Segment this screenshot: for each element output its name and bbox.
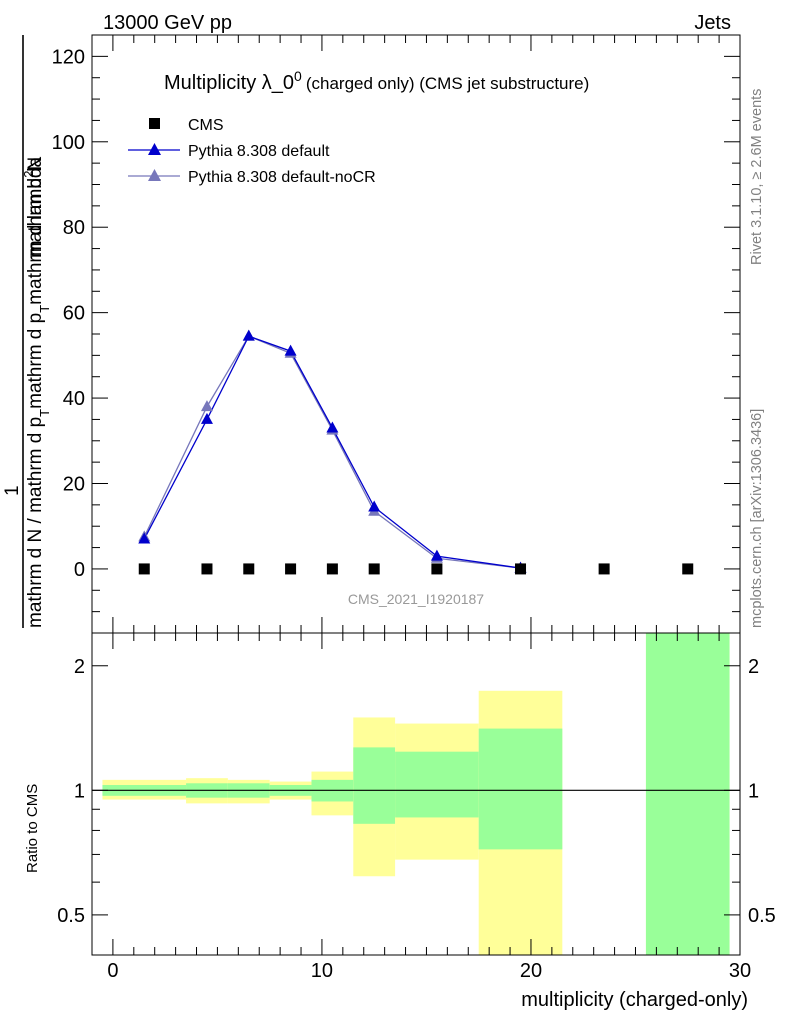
x-axis-label: multiplicity (charged-only) — [521, 989, 748, 1011]
data-point — [326, 421, 339, 433]
data-point — [138, 532, 151, 544]
data-point — [368, 500, 381, 512]
legend-marker-square — [149, 118, 160, 129]
x-tick-label: 10 — [311, 960, 333, 982]
legend-marker-triangle — [148, 143, 161, 155]
uncertainty-band-inner — [395, 751, 479, 818]
data-point — [326, 563, 338, 575]
mcplots-label: mcplots.cern.ch [arXiv:1306.3436] — [749, 409, 765, 628]
ratio-plot-frame — [91, 632, 741, 956]
energy-label: 13000 GeV pp — [103, 12, 232, 34]
series-line — [143, 335, 521, 569]
y-tick-label: 120 — [52, 46, 85, 68]
ratio-y-label: Ratio to CMS — [24, 784, 41, 873]
svg-text:mathrm d2N: mathrm d2N — [21, 157, 46, 258]
x-tick-label: 20 — [520, 960, 542, 982]
y-tick-label: 60 — [63, 303, 85, 325]
legend-marker-triangle — [148, 169, 161, 181]
svg-text:mathrm d N / mathrm d pTmathrm: mathrm d N / mathrm d pTmathrm d pTmathr… — [25, 157, 52, 628]
data-point — [431, 563, 443, 575]
legend-entry: Pythia 8.308 default-noCR — [128, 169, 376, 186]
legend-label: Pythia 8.308 default-noCR — [188, 169, 376, 186]
ratio-y-tick-label-right: 0.5 — [748, 905, 776, 927]
legend: CMS Pythia 8.308 default Pythia 8.308 defa… — [128, 117, 376, 186]
y-tick-label: 0 — [74, 559, 85, 581]
ratio-bands — [92, 633, 740, 955]
data-point — [284, 344, 297, 356]
main-title: Multiplicity λ_00 (charged only) (CMS jet… — [164, 68, 589, 94]
series-line — [143, 335, 521, 569]
x-tick-label: 30 — [729, 960, 751, 982]
ratio-y-tick-label-right: 1 — [748, 780, 759, 802]
svg-text:1: 1 — [2, 485, 23, 496]
legend-label: CMS — [188, 117, 224, 134]
data-point — [243, 563, 255, 575]
y-tick-label: 40 — [63, 388, 85, 410]
main-axis-ticks: 0 20 40 60 80 100 120 — [52, 34, 741, 634]
ratio-axis-ticks: 0.5 0.51 12 20 10 20 30 — [57, 633, 776, 982]
uncertainty-band-inner — [645, 633, 730, 955]
data-point — [598, 563, 610, 575]
data-point — [515, 563, 527, 575]
rivet-label: Rivet 3.1.10, ≥ 2.6M events — [749, 89, 765, 265]
process-label: Jets — [694, 12, 731, 34]
analysis-id: CMS_2021_I1920187 — [348, 591, 484, 607]
y-tick-label: 80 — [63, 217, 85, 239]
main-y-axis-label: 1 mathrm d N / mathrm d pTmathrm d pTmat… — [2, 35, 52, 628]
data-point — [200, 400, 213, 412]
ratio-y-tick-label: 2 — [74, 656, 85, 678]
legend-label: Pythia 8.308 default — [188, 143, 330, 160]
ratio-y-tick-label: 0.5 — [57, 905, 85, 927]
uncertainty-band-inner — [353, 747, 396, 824]
y-tick-label: 20 — [63, 474, 85, 496]
legend-entry: Pythia 8.308 default — [128, 143, 330, 160]
data-point — [368, 563, 380, 575]
data-point — [682, 563, 694, 575]
data-point — [242, 329, 255, 341]
data-point — [200, 412, 213, 424]
ratio-y-tick-label: 1 — [74, 780, 85, 802]
data-point — [138, 563, 150, 575]
data-point — [430, 549, 443, 561]
y-tick-label: 100 — [52, 132, 85, 154]
ratio-y-tick-label-right: 2 — [748, 656, 759, 678]
x-tick-label: 0 — [107, 960, 118, 982]
data-point — [285, 563, 297, 575]
data-point — [201, 563, 213, 575]
legend-entry: CMS — [149, 117, 224, 134]
uncertainty-band-inner — [478, 728, 563, 850]
main-series — [138, 329, 694, 575]
